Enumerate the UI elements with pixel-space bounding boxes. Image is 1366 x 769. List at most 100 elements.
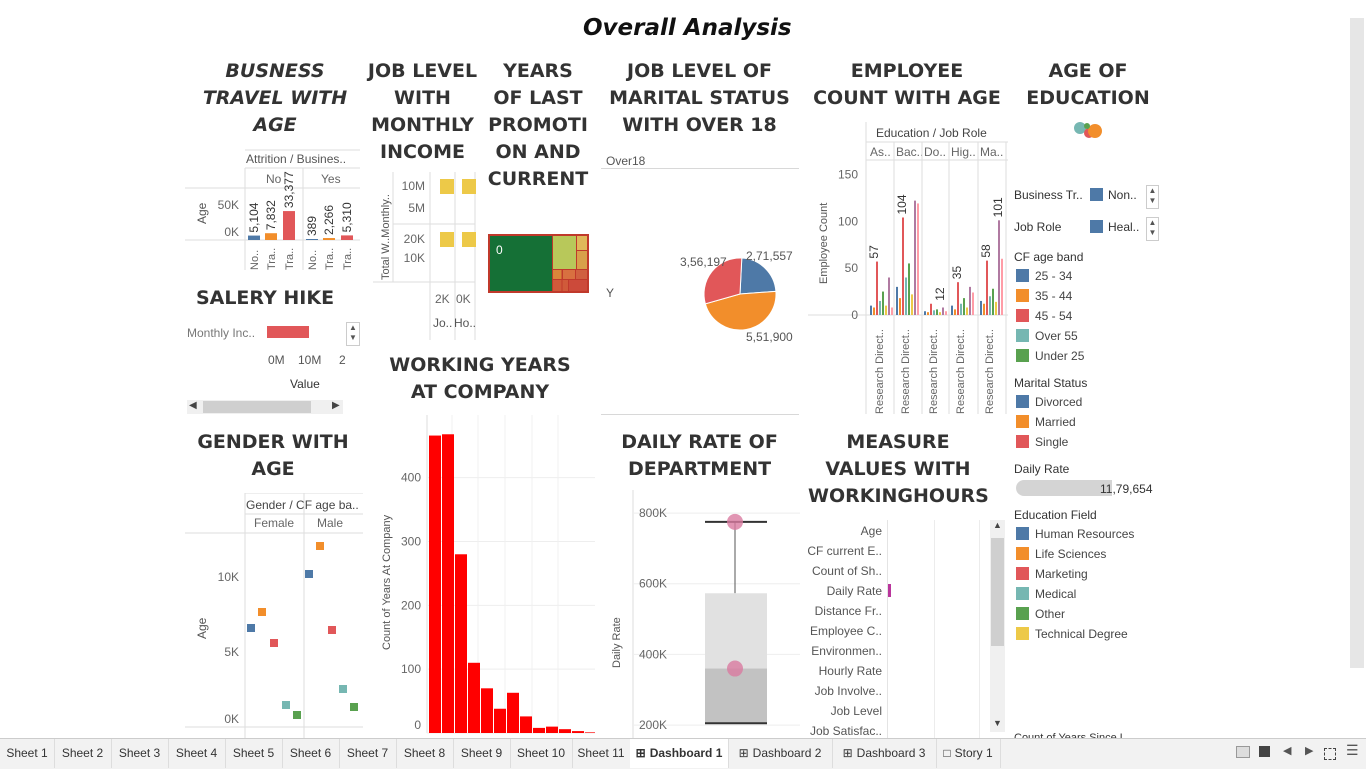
tab-dashboard-3[interactable]: ⊞ Dashboard 3 xyxy=(832,739,937,768)
bt-x-label: No.. xyxy=(249,250,261,270)
tab-sheet-3[interactable]: Sheet 3 xyxy=(111,739,169,768)
menu-icon[interactable]: ☰ xyxy=(1346,742,1359,758)
tab-sheet-2[interactable]: Sheet 2 xyxy=(54,739,112,768)
tab-sheet-9[interactable]: Sheet 9 xyxy=(453,739,511,768)
tab-sheet-10[interactable]: Sheet 10 xyxy=(510,739,573,768)
pie-row-label: Y xyxy=(606,286,615,300)
legend-item[interactable]: Human Resources xyxy=(1016,525,1134,543)
wy-ylabel: Count of Years At Company xyxy=(381,514,393,650)
ec-bar xyxy=(963,298,965,315)
legend-item[interactable]: 25 - 34 xyxy=(1016,267,1072,285)
tab-sheet-6[interactable]: Sheet 6 xyxy=(282,739,340,768)
next-sheet-icon[interactable]: ▶ xyxy=(1305,745,1314,757)
filter-job-role-label: Job Role xyxy=(1014,220,1062,234)
wy-y-tick: 100 xyxy=(401,662,421,676)
ec-bar xyxy=(933,310,935,315)
legend-item[interactable]: Life Sciences xyxy=(1016,545,1106,563)
wy-bar xyxy=(559,729,571,733)
tab-sheet-5[interactable]: Sheet 5 xyxy=(225,739,283,768)
tab-sheet-11[interactable]: Sheet 11 xyxy=(572,739,631,768)
legend-item[interactable]: Over 55 xyxy=(1016,327,1078,345)
wy-bar xyxy=(507,692,519,733)
ec-bar xyxy=(899,298,901,315)
measure-value-label: Environmen.. xyxy=(811,644,882,658)
legend-item[interactable]: Marketing xyxy=(1016,565,1088,583)
tab-sheet-8[interactable]: Sheet 8 xyxy=(396,739,454,768)
filter-job-role[interactable]: Heal.. ▲ ▼ xyxy=(1088,217,1160,241)
bt-bar xyxy=(341,235,353,240)
legend-item[interactable]: Technical Degree xyxy=(1016,625,1128,643)
ec-peak-label: 104 xyxy=(895,194,909,214)
daily-rate-slider[interactable] xyxy=(1016,480,1112,496)
legend-item[interactable]: Single xyxy=(1016,433,1068,451)
ec-bar xyxy=(936,309,938,315)
dr-y-tick: 600K xyxy=(639,577,667,591)
tab-sheet-7[interactable]: Sheet 7 xyxy=(339,739,397,768)
ga-point xyxy=(258,608,266,616)
legend-item[interactable]: 45 - 54 xyxy=(1016,307,1072,325)
fullscreen-icon[interactable] xyxy=(1324,748,1336,760)
filter-job-role-value: Heal.. xyxy=(1108,220,1140,234)
grid-view-icon[interactable] xyxy=(1236,746,1250,758)
ec-bar xyxy=(882,291,884,315)
measure-value-label: Age xyxy=(860,524,882,538)
legend-item[interactable]: Medical xyxy=(1016,585,1076,603)
scroll-thumb[interactable] xyxy=(203,401,311,413)
ga-ytick-10k: 10K xyxy=(218,570,239,584)
salery-scrollbar[interactable]: ◀ ▶ xyxy=(187,400,343,414)
scroll-right-icon[interactable]: ▶ xyxy=(332,400,340,411)
tab-story-1[interactable]: □ Story 1 xyxy=(936,739,1001,768)
daily-rate-chart: Daily Rate 800K 600K 400K 200K xyxy=(611,490,800,738)
measure-value-label: Hourly Rate xyxy=(818,664,882,678)
legend-item[interactable]: Other xyxy=(1016,605,1065,623)
tab-label: Sheet 7 xyxy=(346,746,389,760)
stop-icon[interactable] xyxy=(1259,746,1270,757)
legend-item[interactable]: Divorced xyxy=(1016,393,1082,411)
legend-item[interactable]: Married xyxy=(1016,413,1076,431)
ec-bar xyxy=(896,286,898,315)
dr-box-lower xyxy=(705,668,767,724)
ga-point xyxy=(305,570,313,578)
job-level-income-title: JOB LEVEL WITH MONTHLY INCOME xyxy=(367,60,478,163)
tab-sheet-4[interactable]: Sheet 4 xyxy=(168,739,226,768)
ec-bar xyxy=(980,300,982,315)
stepper-icon[interactable]: ▲ ▼ xyxy=(1146,217,1159,241)
ec-bar xyxy=(876,261,878,315)
wy-y-tick: 300 xyxy=(401,535,421,549)
scroll-thumb[interactable] xyxy=(991,538,1004,646)
bt-value-label: 33,377 xyxy=(282,171,296,208)
ga-point xyxy=(350,703,358,711)
stepper-icon[interactable]: ▲ ▼ xyxy=(1146,185,1159,209)
legend-label: 25 - 34 xyxy=(1035,269,1073,283)
scroll-left-icon[interactable]: ◀ xyxy=(189,400,197,411)
ec-bar xyxy=(914,200,916,315)
ec-x-label: Research Direct.. xyxy=(874,329,886,414)
scroll-down-icon[interactable]: ▼ xyxy=(993,718,1002,728)
salery-stepper[interactable]: ▲ ▼ xyxy=(346,322,360,346)
prev-sheet-icon[interactable]: ◀ xyxy=(1283,745,1292,757)
scroll-up-icon[interactable]: ▲ xyxy=(993,520,1002,530)
dr-y-tick: 400K xyxy=(639,647,667,661)
tab-label: Sheet 11 xyxy=(577,746,625,760)
salery-bar xyxy=(267,326,309,338)
page-scrollbar[interactable] xyxy=(1350,18,1364,668)
legend-swatch xyxy=(1016,415,1029,428)
measure-scrollbar[interactable]: ▲ ▼ xyxy=(990,520,1005,732)
story-icon: □ xyxy=(943,746,951,760)
measure-value-label: Count of Sh.. xyxy=(811,564,882,578)
dr-box-upper xyxy=(705,593,767,669)
legend-item[interactable]: 35 - 44 xyxy=(1016,287,1072,305)
legend-label: Other xyxy=(1035,607,1066,621)
legend-item[interactable]: Under 25 xyxy=(1016,347,1084,365)
measure-values-bar xyxy=(888,584,891,597)
bt-value-label: 7,832 xyxy=(264,200,278,230)
legend-swatch xyxy=(1016,547,1029,560)
filter-business-travel[interactable]: Non.. ▲ ▼ xyxy=(1088,185,1160,209)
tab-dashboard-1[interactable]: ⊞ Dashboard 1 xyxy=(630,739,729,768)
measure-value-label: Distance Fr.. xyxy=(814,604,882,618)
working-years-title: WORKING YEARS AT COMPANY xyxy=(389,354,571,403)
ga-point xyxy=(316,542,324,550)
tab-dashboard-2[interactable]: ⊞ Dashboard 2 xyxy=(728,739,833,768)
tab-sheet-1[interactable]: Sheet 1 xyxy=(0,739,55,768)
ga-point xyxy=(270,639,278,647)
